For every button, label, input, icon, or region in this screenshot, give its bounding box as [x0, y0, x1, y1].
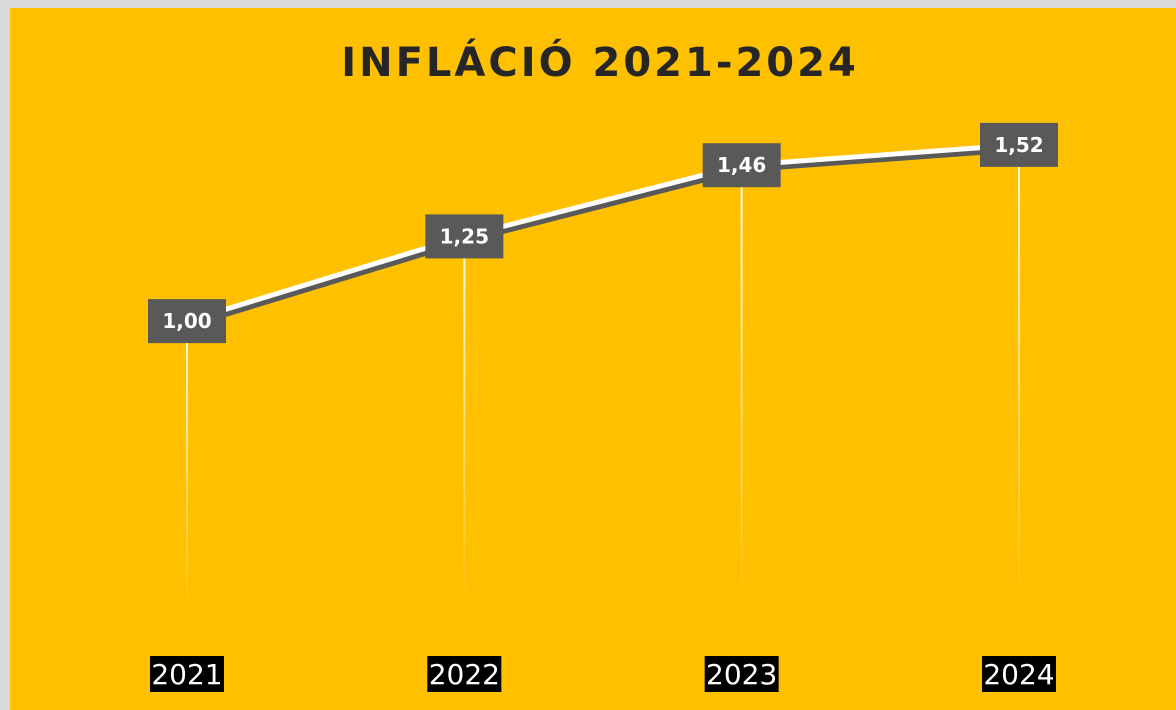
x-tick-box [427, 656, 502, 692]
data-label: 1,46 [702, 143, 781, 188]
x-tick-text: 2023 [706, 658, 777, 691]
x-tick-label: 2024 [982, 656, 1056, 692]
x-tick-label: 2021 [150, 656, 224, 692]
data-label-text: 1,00 [162, 309, 211, 333]
x-tick-text: 2024 [983, 658, 1054, 691]
line-chart: INFLÁCIÓ 2021-2024 1,00 1,25 1,46 1,52 2021… [148, 38, 1058, 692]
drop-line [1018, 144, 1020, 613]
x-tick-box [704, 656, 779, 692]
x-tick-text: 2022 [429, 658, 500, 691]
series-line [186, 142, 1020, 324]
chart-title: INFLÁCIÓ 2021-2024 [341, 38, 859, 86]
data-label-text: 1,25 [440, 224, 489, 248]
data-label-box [425, 214, 504, 259]
chart-area: INFLÁCIÓ 2021-2024 1,00 1,25 1,46 1,52 2021… [10, 8, 1176, 710]
series-line-shadow [188, 145, 1022, 328]
data-label-box [980, 122, 1058, 167]
data-label-text: 1,46 [717, 153, 766, 177]
data-label: 1,00 [148, 299, 226, 344]
x-tick-box [982, 656, 1056, 692]
data-label: 1,25 [425, 214, 504, 259]
x-tick-label: 2022 [427, 656, 502, 692]
x-tick-text: 2021 [151, 658, 222, 691]
drop-line [740, 165, 743, 613]
x-tick-label: 2023 [704, 656, 779, 692]
x-tick-box [150, 656, 224, 692]
data-label-box [702, 143, 781, 188]
data-label-text: 1,52 [994, 133, 1043, 157]
data-label: 1,52 [980, 122, 1058, 167]
data-label-box [148, 299, 226, 344]
drop-line [463, 236, 466, 613]
drop-line [186, 321, 188, 613]
